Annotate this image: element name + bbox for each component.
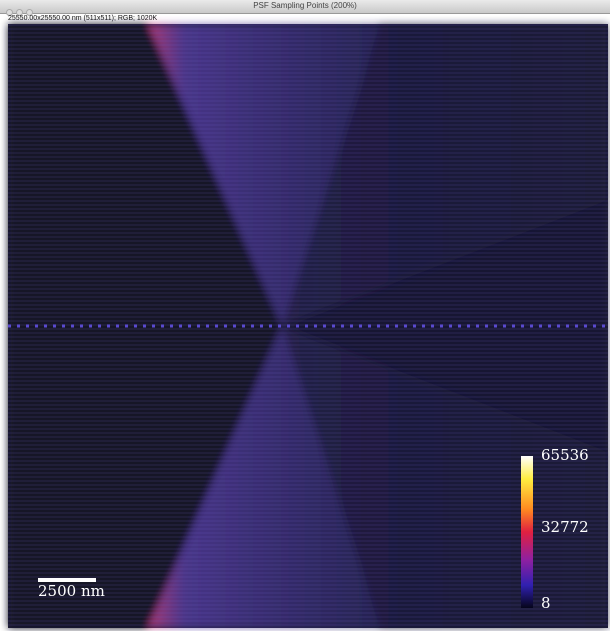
image-canvas: 2500 nm 65536 32772 8: [0, 0, 610, 631]
scale-bar-label: 2500 nm: [38, 582, 105, 600]
colorbar-label: 32772: [541, 518, 589, 536]
page: PSF Sampling Points (200%) 25550.00x2555…: [0, 0, 610, 631]
colorbar-label: 65536: [541, 446, 589, 464]
colorbar-label: 8: [541, 594, 551, 612]
colorbar: [521, 456, 533, 608]
